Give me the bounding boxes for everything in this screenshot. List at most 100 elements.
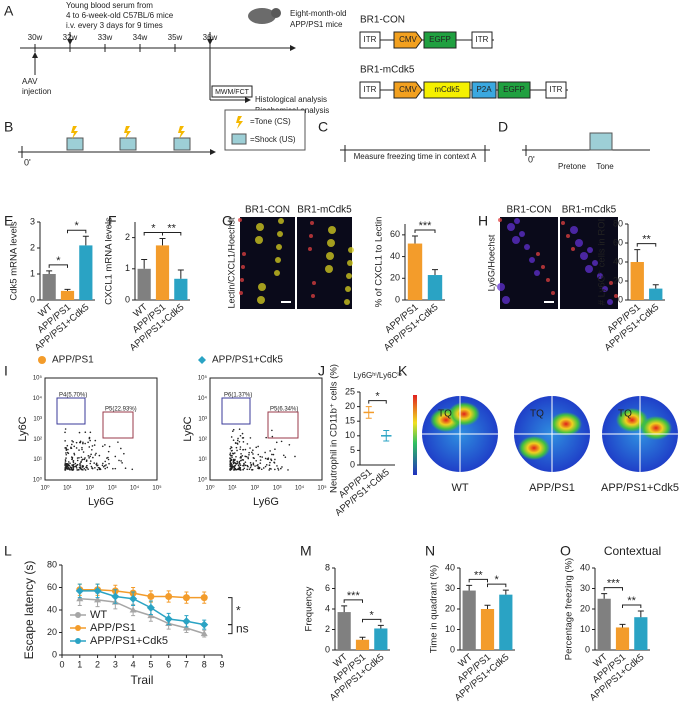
event-dot — [67, 461, 70, 463]
group-label: WT — [451, 482, 468, 494]
element — [497, 81, 531, 99]
event-dot — [243, 462, 245, 465]
event-dot — [269, 461, 271, 464]
x-tick-label: 10² — [85, 486, 94, 492]
marker — [129, 606, 137, 613]
event-dot — [261, 456, 263, 458]
event-dot — [257, 445, 259, 448]
event-dot — [230, 446, 233, 449]
event-dot — [246, 443, 249, 445]
analysis-note: Histological analysis — [255, 95, 327, 104]
event-dot — [79, 466, 82, 468]
event-dot — [282, 454, 285, 457]
event-dot — [76, 463, 79, 466]
y-tick-label: 20 — [613, 275, 623, 285]
event-dot — [76, 457, 79, 459]
event-dot — [131, 468, 134, 471]
event-dot — [106, 457, 108, 459]
event-dot — [232, 439, 235, 441]
event-dot — [272, 453, 275, 456]
sig-bracket — [362, 618, 382, 623]
quadrant-label: TQ — [438, 409, 452, 420]
event-dot — [75, 447, 78, 449]
heat-spot — [640, 416, 672, 440]
element-label: mCdk5 — [434, 85, 460, 94]
event-dot — [252, 463, 255, 466]
bar — [630, 262, 644, 300]
phase-label: Tone — [596, 162, 614, 171]
micrograph — [500, 217, 558, 309]
tone-icon — [71, 126, 78, 139]
event-dot — [88, 457, 90, 459]
event-dot — [231, 449, 233, 452]
event-dot — [107, 450, 110, 453]
column-label: BR1-mCdk5 — [562, 205, 617, 216]
y-axis-label: Frequency — [304, 586, 315, 631]
flow-frame — [44, 377, 158, 481]
event-dot — [65, 463, 68, 465]
event-dot — [101, 445, 104, 448]
error-bar — [377, 624, 384, 629]
error-bar — [64, 288, 71, 291]
y-tick-label: 40 — [47, 604, 57, 614]
event-dot — [66, 444, 69, 447]
marker — [164, 615, 173, 623]
stain-spot — [571, 247, 575, 251]
event-dot — [243, 467, 246, 470]
event-dot — [264, 465, 267, 468]
error-bar — [601, 593, 608, 599]
y-axis-label: CXCL1 mRNA levels — [104, 217, 115, 305]
legend-text: =Tone (CS) — [250, 117, 291, 126]
legend-text: APP/PS1 — [90, 622, 136, 634]
event-dot — [73, 445, 76, 448]
y-axis-label: % of CXCL1 to Lectin — [374, 217, 385, 308]
event-dot — [114, 455, 117, 458]
event-dot — [87, 468, 89, 470]
event-dot — [252, 453, 254, 455]
error-bar — [46, 270, 53, 274]
event-dot — [229, 465, 231, 468]
event-dot — [231, 454, 233, 457]
event-dot — [72, 467, 75, 469]
stain-spot — [585, 265, 593, 273]
y-tick-label: 0 — [585, 644, 590, 654]
panel-letter: A — [4, 3, 14, 19]
event-dot — [241, 432, 244, 435]
marker — [94, 596, 102, 603]
event-dot — [232, 452, 234, 455]
event-dot — [120, 447, 122, 450]
y-axis-label: Neutrophil in CD11b⁺ cells (%) — [329, 364, 340, 493]
promoter — [393, 31, 423, 49]
legend-text: APP/PS1+Cdk5 — [90, 635, 168, 647]
event-dot — [102, 462, 104, 465]
stain-spot — [328, 226, 336, 234]
y-tick-label: 30 — [445, 583, 455, 593]
event-dot — [120, 460, 122, 462]
event-dot — [233, 452, 236, 454]
event-dot — [73, 452, 75, 455]
start-label: 0' — [528, 154, 535, 164]
quadrant-label: TQ — [530, 409, 544, 420]
event-dot — [277, 469, 280, 471]
event-dot — [239, 434, 242, 437]
y-tick-label: 60 — [613, 237, 623, 247]
event-dot — [235, 442, 237, 444]
element-label: CMV — [399, 35, 417, 44]
error-bar — [82, 235, 89, 246]
event-dot — [238, 460, 241, 463]
event-dot — [101, 464, 104, 467]
legend-marker — [198, 356, 206, 364]
event-dot — [78, 466, 81, 469]
event-dot — [264, 451, 266, 454]
event-dot — [79, 462, 81, 465]
event-dot — [269, 450, 271, 452]
stain-spot — [551, 291, 555, 295]
week-label: 34w — [133, 33, 148, 42]
y-tick-label: 25 — [345, 386, 355, 396]
y-tick-label: 40 — [613, 256, 623, 266]
legend-marker — [75, 612, 81, 618]
construct-name: BR1-CON — [360, 15, 405, 26]
panel-letter: C — [318, 119, 328, 135]
event-dot — [90, 453, 92, 456]
